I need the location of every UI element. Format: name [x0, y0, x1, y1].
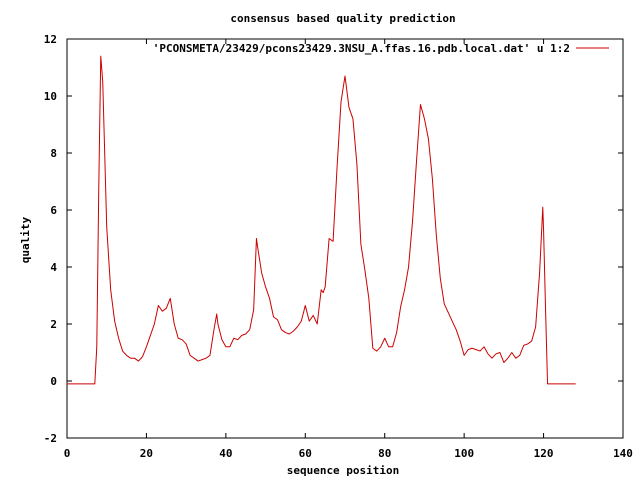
- y-tick-label: 12: [44, 33, 57, 46]
- x-tick-label: 20: [140, 447, 153, 460]
- x-tick-label: 80: [378, 447, 391, 460]
- legend: 'PCONSMETA/23429/pcons23429.3NSU_A.ffas.…: [153, 42, 609, 55]
- y-axis-label: quality: [19, 216, 32, 263]
- plot-frame: [66, 38, 624, 439]
- series-line-1: [66, 55, 576, 385]
- x-tick-label: 0: [64, 447, 71, 460]
- y-tick-label: 0: [50, 375, 57, 388]
- x-axis-ticks: 0 20 40 60 80 100 120 140: [64, 39, 633, 460]
- x-tick-label: 120: [534, 447, 554, 460]
- legend-entry-label: 'PCONSMETA/23429/pcons23429.3NSU_A.ffas.…: [153, 42, 570, 55]
- chart-title: consensus based quality prediction: [230, 12, 455, 25]
- x-axis-label: sequence position: [287, 464, 400, 477]
- y-tick-label: -2: [44, 432, 57, 445]
- series-layer: [66, 55, 576, 385]
- y-tick-label: 4: [50, 261, 57, 274]
- x-tick-label: 40: [219, 447, 232, 460]
- x-tick-label: 140: [613, 447, 633, 460]
- y-tick-label: 6: [50, 204, 57, 217]
- x-tick-label: 60: [299, 447, 312, 460]
- y-axis-ticks: -2 0 2 4 6 8 10 12: [44, 33, 623, 445]
- y-tick-label: 10: [44, 90, 57, 103]
- y-tick-label: 8: [50, 147, 57, 160]
- x-tick-label: 100: [454, 447, 474, 460]
- y-tick-label: 2: [50, 318, 57, 331]
